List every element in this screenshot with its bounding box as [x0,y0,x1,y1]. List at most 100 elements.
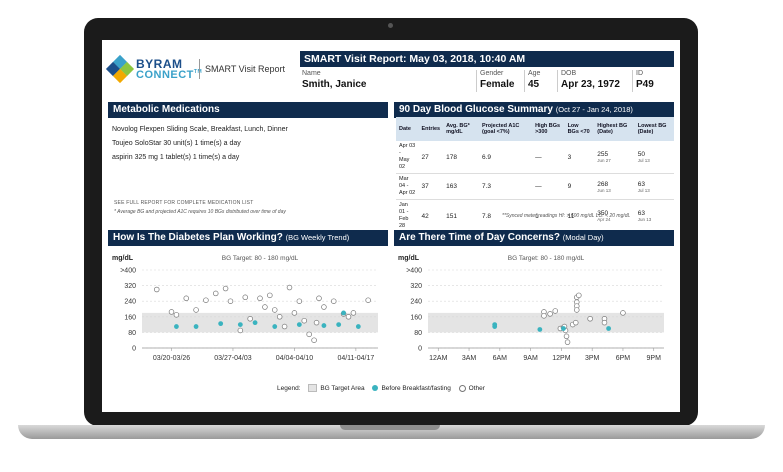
column-header: Lowest BG (Date) [634,117,674,141]
y-tick-label: 160 [410,314,422,321]
x-tick-label: 03/20-03/26 [153,355,190,362]
table-cell: 63 Jul 13 [634,173,674,200]
laptop-base [18,425,765,439]
data-point-other [296,298,303,304]
patient-dob-field: DOB Apr 23, 1972 [561,70,620,90]
report-type: SMART Visit Report [205,64,286,74]
tod-chart-title: Are There Time of Day Concerns? (Modal D… [394,230,674,246]
data-point-other [291,310,298,316]
patient-name-field: Name Smith, Janice [302,70,367,90]
data-point-other [267,292,273,299]
data-point-other [306,331,312,338]
data-point-other [281,323,288,330]
data-point-before-breakfast [272,324,278,329]
chart-legend: Legend: BG Target Area Before Breakfast/… [277,384,491,392]
table-cell: 27 [418,141,444,174]
data-point-before-breakfast [606,326,611,331]
data-point-other [365,297,371,303]
data-point-other [168,309,175,315]
data-point-other [574,307,580,313]
data-point-other [286,284,293,291]
footnote: * Average BG and projected A1C requires … [114,209,286,215]
table-cell: — [532,173,565,200]
data-point-other [247,315,253,322]
x-tick-label: 04/04-04/10 [276,355,313,362]
data-point-other [262,304,268,310]
weekly-trend-chart: mg/dL BG Target: 80 - 180 mg/dL >400 320 240… [112,255,378,362]
data-point-other [183,295,189,302]
byram-logo-icon [105,54,135,84]
target-band [142,312,378,333]
target-label: BG Target: 80 - 180 mg/dL [222,255,299,262]
data-point-other [193,307,199,313]
column-header: Avg. BG* mg/dL [443,117,479,141]
data-point-other [321,304,327,310]
column-header: High BGs >300 [532,117,565,141]
data-point-other [573,319,579,326]
date-cell: Jan 01 - Feb 28 [396,199,419,233]
table-row: Mar 04 - Apr 02 37 163 7.3 — 9 268 Jun 13 … [396,173,674,200]
table-cell: 50 Jul 13 [634,141,674,174]
data-point-before-breakfast [492,324,498,329]
x-tick-label: 6AM [493,355,508,362]
y-tick-label: >400 [120,268,136,275]
table-cell: 42 [418,199,444,233]
y-tick-label: 320 [410,283,422,290]
table-cell: 151 [443,199,479,233]
table-header-row: Date Entries Avg. BG* mg/dL Projected A1… [396,117,674,141]
table-cell: 163 [443,173,479,200]
data-point-other [601,319,608,326]
bg-summary-table: Date Entries Avg. BG* mg/dL Projected A1… [396,117,674,233]
data-point-other [563,333,570,340]
data-point-other [153,286,160,293]
column-header: Highest BG (Date) [594,117,635,141]
table-cell: 3 [564,141,595,174]
x-tick-label: 04/11-04/17 [337,355,374,362]
date-cell: Mar 04 - Apr 02 [396,173,419,200]
medications-title: Metabolic Medications [108,102,388,118]
data-point-before-breakfast [237,322,243,327]
data-point-other [242,294,249,301]
data-point-before-breakfast [193,324,199,329]
divider [524,70,525,92]
x-tick-label: 6PM [616,355,631,362]
data-point-before-breakfast [341,310,346,316]
y-tick-label: 0 [418,346,422,353]
y-tick-label: >400 [406,268,422,275]
medication-list: Novolog Flexpen Sliding Scale, Breakfast… [112,126,384,168]
y-tick-label: 0 [132,346,136,353]
x-tick-label: 12AM [429,355,447,362]
x-tick-label: 03/27-04/03 [214,355,251,362]
x-tick-label: 9PM [647,355,662,362]
data-point-before-breakfast [355,324,361,329]
data-point-before-breakfast [321,323,327,328]
patient-age-field: Age 45 [528,70,541,90]
data-point-other [564,339,571,345]
data-point-before-breakfast [252,320,258,326]
full-report-link[interactable]: SEE FULL REPORT FOR COMPLETE MEDICATION … [114,200,254,206]
data-point-other [316,295,322,302]
data-point-before-breakfast [537,327,543,332]
data-point-other [212,290,219,297]
data-point-other [576,292,582,299]
summary-title: 90 Day Blood Glucose Summary (Oct 27 - J… [394,102,674,118]
teal-dot-icon [372,385,379,391]
data-point-before-breakfast [174,324,179,329]
patient-gender-field: Gender Female [480,70,515,90]
table-row: Apr 03 - May 02 27 178 6.9 — 3 255 Jun 27 … [396,141,674,174]
table-row: Jan 01 - Feb 28 42 151 7.8 1 11 350 Apr 24… [396,199,674,233]
legend-before: Before Breakfast/fasting [372,385,451,392]
y-tick-label: 160 [124,314,136,321]
x-tick-label: 3PM [585,355,600,362]
meter-note: **Synced meter readings HI: > 600 mg/dL … [502,213,631,219]
data-point-other [257,295,263,302]
data-point-other [237,327,244,334]
logo-divider [199,59,200,79]
x-tick-label: 12PM [552,355,570,362]
data-point-other [276,314,283,320]
y-tick-label: 80 [128,330,136,337]
list-item: Novolog Flexpen Sliding Scale, Breakfast… [112,126,288,133]
modal-day-chart: mg/dL BG Target: 80 - 180 mg/dL >400 320 240… [398,255,664,362]
y-axis-unit: mg/dL [112,255,134,262]
table-cell: 268 Jun 13 [594,173,635,200]
